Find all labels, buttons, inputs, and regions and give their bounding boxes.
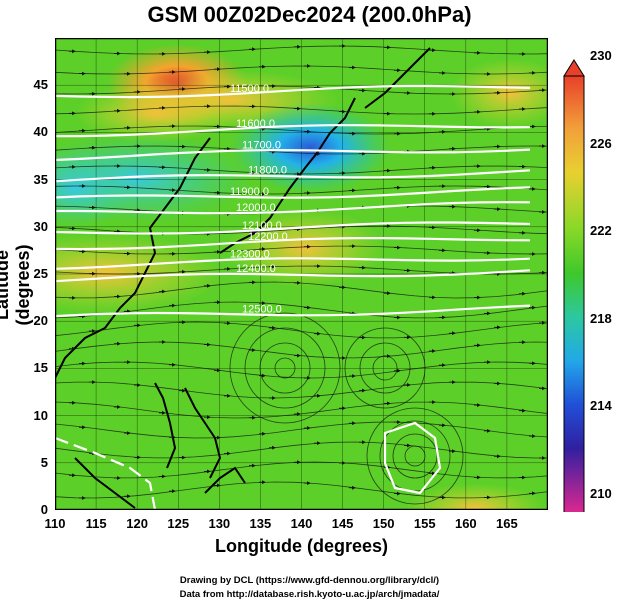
streamline (55, 125, 548, 135)
y-tick-label: 15 (33, 360, 48, 376)
x-tick-label: 155 (413, 516, 436, 531)
x-tick-label: 135 (249, 516, 272, 531)
x-tick-label: 130 (208, 516, 231, 531)
y-tick-label: 5 (40, 454, 48, 470)
streamline (55, 341, 548, 359)
x-tick-label: 120 (126, 516, 148, 531)
contour-label: 12100.0 (242, 220, 282, 232)
plot-frame (55, 38, 548, 510)
x-tick-label: 140 (290, 516, 313, 531)
streamline (55, 381, 548, 399)
colorbar (563, 59, 585, 512)
contour-line (55, 221, 531, 235)
streamline (55, 145, 548, 155)
colorbar-top-cap (563, 59, 585, 77)
colorbar-body (563, 75, 585, 512)
vortex-ring (359, 342, 411, 394)
contour-line (55, 269, 531, 283)
contour-line (55, 257, 531, 270)
streamline (55, 441, 548, 459)
contour-line (55, 436, 157, 510)
credit-data: Data from http://database.rish.kyoto-u.a… (179, 589, 440, 600)
contour-label: 12000.0 (236, 202, 276, 214)
coastline-segment (364, 47, 431, 109)
contour-label: 12300.0 (230, 249, 270, 261)
y-tick-label: 25 (33, 266, 48, 281)
contour-label: 11600.0 (236, 118, 275, 130)
contour-line (55, 169, 531, 183)
contour-line (55, 84, 531, 99)
page-title: GSM 00Z02Dec2024 (200.0hPa) (147, 2, 472, 27)
vortex-ring (259, 342, 311, 394)
y-tick-label: 30 (33, 218, 48, 234)
contour-line (55, 186, 531, 200)
colorbar-tick-label: 214 (590, 398, 612, 414)
streamline (55, 401, 548, 419)
streamline (55, 481, 548, 499)
y-axis-label: Latitude (degrees) (0, 244, 33, 326)
contour-label: 12200.0 (248, 231, 288, 243)
coastline-segment (74, 457, 136, 509)
coastline (55, 47, 431, 509)
credit-dcl: Drawing by DCL (https://www.gfd-dennou.o… (179, 575, 440, 586)
x-tick-label: 160 (454, 516, 477, 531)
height-contours: 11500.0 11600.0 11700.0 11800.0 11900.0 12000… (55, 83, 531, 510)
x-tick-label: 110 (44, 516, 66, 531)
coastline-segment (55, 137, 211, 379)
contour-line (383, 421, 442, 495)
y-tick-label: 0 (40, 502, 48, 517)
vortex-ring (229, 312, 341, 424)
field-blob (405, 483, 545, 510)
contour-line (55, 237, 531, 251)
streamline (55, 321, 548, 339)
coastline-segment (204, 466, 246, 494)
contour-line (55, 201, 531, 215)
y-tick-label: 35 (33, 171, 48, 187)
y-tick-label: 20 (33, 313, 48, 329)
vortex-ring (244, 327, 326, 409)
x-tick-label: 165 (496, 516, 518, 531)
coastline-segment (219, 97, 356, 254)
coastline-segment (154, 382, 177, 469)
contour-label: 12500.0 (242, 303, 282, 315)
vortex-ring (372, 355, 398, 381)
coastline-segment (184, 387, 222, 479)
x-tick-label: 150 (372, 516, 395, 531)
streamline (55, 185, 548, 195)
contour-label: 12400.0 (236, 263, 276, 275)
vortex-ring (344, 327, 426, 409)
contour-line (55, 304, 531, 318)
y-tick-label: 45 (33, 77, 48, 93)
map-plot: 11500.0 11600.0 11700.0 11800.0 11900.0 12000… (55, 38, 548, 510)
y-tick-label: 40 (33, 124, 48, 140)
colorbar-tick-label: 226 (590, 135, 612, 151)
streamline (55, 85, 548, 95)
contour-label: 11500.0 (230, 83, 269, 95)
x-tick-label: 125 (167, 516, 190, 531)
x-axis-label: Longitude (degrees) (214, 536, 388, 556)
streamline (55, 301, 548, 319)
contour-label: 11800.0 (248, 165, 287, 177)
y-tick-label: 10 (33, 407, 48, 423)
streamline (55, 65, 548, 75)
contour-label: 11700.0 (242, 140, 281, 152)
x-tick-label: 115 (85, 516, 107, 531)
contour-label: 11900.0 (230, 186, 269, 198)
contour-line (55, 124, 531, 138)
vortex-ring (274, 357, 296, 379)
colorbar-tick-label: 230 (590, 48, 612, 63)
contour-line (55, 148, 531, 162)
streamline (55, 421, 548, 439)
vortex-ring (404, 445, 426, 467)
colorbar-tick-label: 210 (590, 486, 612, 501)
colorbar-tick-label: 222 (590, 223, 612, 239)
x-tick-label: 145 (331, 516, 354, 531)
streamline (55, 245, 548, 255)
colorbar-tick-label: 218 (590, 310, 612, 326)
streamline (55, 361, 548, 379)
streamlines (55, 44, 548, 505)
vortex-ring (366, 407, 464, 505)
